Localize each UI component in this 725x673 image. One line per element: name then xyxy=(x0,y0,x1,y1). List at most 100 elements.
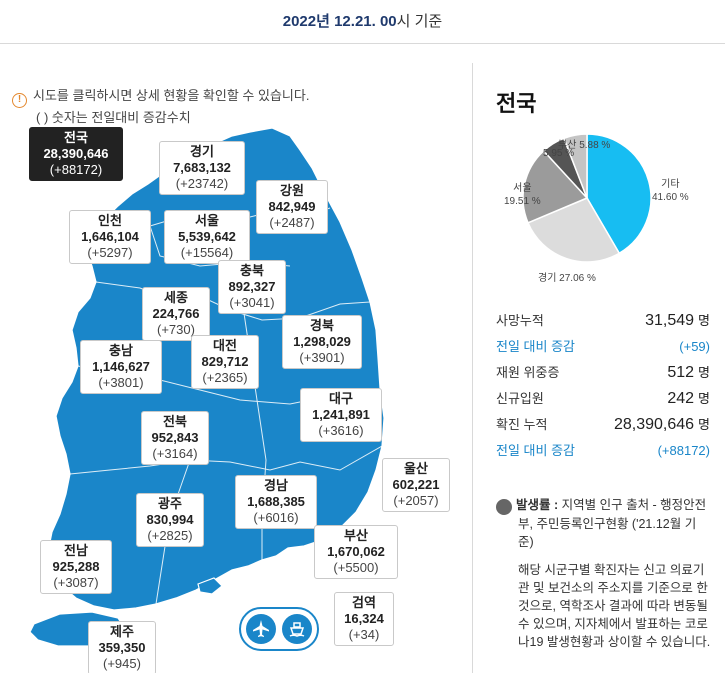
region-jeonbuk[interactable]: 전북 952,843 (+3164) xyxy=(141,411,209,465)
region-name: 서울 xyxy=(195,213,219,228)
region-daegu[interactable]: 대구 1,241,891 (+3616) xyxy=(300,388,382,442)
pie-label-gyeonggi: 경기 27.06 % xyxy=(538,273,596,284)
stat-admit: 신규입원 242 명 xyxy=(496,388,710,414)
region-diff: (+6016) xyxy=(253,510,299,525)
region-gangwon[interactable]: 강원 842,949 (+2487) xyxy=(256,180,328,234)
region-count: 1,670,062 xyxy=(327,544,385,559)
pie-label-other-pct: 41.60 % xyxy=(652,192,689,203)
region-name: 전남 xyxy=(64,543,88,558)
stat-label: 전일 대비 증감 xyxy=(496,339,575,354)
region-name: 경남 xyxy=(264,478,288,493)
region-chungnam[interactable]: 충남 1,146,627 (+3801) xyxy=(80,340,162,394)
region-quarantine[interactable]: 검역 16,324 (+34) xyxy=(334,592,394,646)
date-suffix: 시 기준 xyxy=(396,13,443,30)
region-diff: (+2365) xyxy=(202,370,248,385)
page-header: 2022년 12.21. 00시 기준 xyxy=(0,0,725,44)
region-name: 경기 xyxy=(190,144,214,159)
stat-unit: 명 xyxy=(698,313,710,328)
region-jeonnam[interactable]: 전남 925,288 (+3087) xyxy=(40,540,112,594)
pie-label-seoul-name: 서울 xyxy=(513,183,532,194)
info-text: 시도를 클릭하시면 상세 현황을 확인할 수 있습니다. xyxy=(33,88,310,103)
region-diff: (+730) xyxy=(157,322,195,337)
region-gwangju[interactable]: 광주 830,994 (+2825) xyxy=(136,493,204,547)
pie-slice-0 xyxy=(586,133,652,255)
region-incheon[interactable]: 인천 1,646,104 (+5297) xyxy=(69,210,151,264)
note-disclaimer: 해당 시군구별 확진자는 신고 의료기관 및 보건소의 주소지를 기준으로 한 … xyxy=(518,563,711,649)
region-name: 제주 xyxy=(110,624,134,639)
pie-label-busan-pct: 5.88 % xyxy=(579,140,611,151)
region-name: 세종 xyxy=(164,290,188,305)
region-diff: (+3164) xyxy=(152,446,198,461)
region-name: 충북 xyxy=(240,263,264,278)
region-diff: (+3801) xyxy=(98,375,144,390)
region-count: 1,298,029 xyxy=(293,334,351,349)
region-name: 울산 xyxy=(404,461,428,476)
stat-value: 242 명 xyxy=(667,388,710,408)
region-diff: (+3901) xyxy=(299,350,345,365)
note-source: 1 발생률 : 지역별 인구 출처 - 행정안전부, 주민등록인구현황 ('21.… xyxy=(490,496,711,551)
stat-number: 512 xyxy=(667,364,695,381)
stat-value: (+59) xyxy=(679,339,710,354)
region-name: 강원 xyxy=(280,183,304,198)
region-name: 대전 xyxy=(213,338,237,353)
region-diff: (+3087) xyxy=(53,575,99,590)
region-count: 830,994 xyxy=(146,512,194,527)
region-gyeongbuk[interactable]: 경북 1,298,029 (+3901) xyxy=(282,315,362,369)
region-nationwide[interactable]: 전국 28,390,646 (+88172) xyxy=(29,127,123,181)
info-subline: ( ) 숫자는 전일대비 증감수치 xyxy=(36,110,191,125)
region-name: 검역 xyxy=(352,595,376,610)
region-count: 7,683,132 xyxy=(173,160,231,175)
region-gyeongnam[interactable]: 경남 1,688,385 (+6016) xyxy=(235,475,317,529)
region-gyeonggi[interactable]: 경기 7,683,132 (+23742) xyxy=(159,141,245,195)
pie-label-other: 기타 41.60 % xyxy=(652,178,689,204)
region-diff: (+945) xyxy=(103,656,141,671)
region-count: 5,539,642 xyxy=(178,229,236,244)
stat-label: 재원 위중증 xyxy=(496,365,560,380)
stat-severe: 재원 위중증 512 명 xyxy=(496,362,710,388)
region-busan[interactable]: 부산 1,670,062 (+5500) xyxy=(314,525,398,579)
pie-label-seoul-pct: 19.51 % xyxy=(504,196,541,207)
info-icon: ! xyxy=(12,93,27,108)
region-count: 359,350 xyxy=(98,640,146,655)
region-ulsan[interactable]: 울산 602,221 (+2057) xyxy=(382,458,450,512)
region-name: 전국 xyxy=(64,130,88,145)
panel-divider xyxy=(472,63,473,673)
region-count: 602,221 xyxy=(392,477,440,492)
stat-number: 242 xyxy=(667,390,695,407)
region-name: 인천 xyxy=(98,213,122,228)
region-chungbuk[interactable]: 충북 892,327 (+3041) xyxy=(218,260,286,314)
region-name: 대구 xyxy=(329,391,353,406)
stat-value: 512 명 xyxy=(667,362,710,382)
region-name: 전북 xyxy=(163,414,187,429)
region-count: 925,288 xyxy=(52,559,100,574)
region-diff: (+23742) xyxy=(175,176,229,191)
region-sejong[interactable]: 세종 224,766 (+730) xyxy=(142,287,210,341)
region-name: 충남 xyxy=(109,343,133,358)
region-diff: (+15564) xyxy=(180,245,234,260)
region-diff: (+3616) xyxy=(318,423,364,438)
region-jeju[interactable]: 제주 359,350 (+945) xyxy=(88,621,156,673)
region-count: 16,324 xyxy=(344,611,384,626)
region-daejeon[interactable]: 대전 829,712 (+2365) xyxy=(191,335,259,389)
info-line: ! 시도를 클릭하시면 상세 현황을 확인할 수 있습니다. xyxy=(12,85,309,108)
region-count: 1,646,104 xyxy=(81,229,139,244)
region-diff: (+2825) xyxy=(147,528,193,543)
ship-icon[interactable] xyxy=(282,614,312,644)
region-count: 1,688,385 xyxy=(247,494,305,509)
region-count: 842,949 xyxy=(268,199,316,214)
region-name: 경북 xyxy=(310,318,334,333)
date-title: 2022년 12.21. 00시 기준 xyxy=(0,10,725,31)
airplane-icon[interactable] xyxy=(246,614,276,644)
stat-label: 확진 누적 xyxy=(496,417,548,432)
stat-deaths: 사망누적 31,549 명 xyxy=(496,310,710,336)
region-count: 952,843 xyxy=(151,430,199,445)
pie-slice-2 xyxy=(522,149,589,224)
region-seoul[interactable]: 서울 5,539,642 (+15564) xyxy=(164,210,250,264)
stat-unit: 명 xyxy=(698,391,710,406)
pie-label-busan-name: 부산 xyxy=(558,140,577,151)
stat-unit: 명 xyxy=(698,417,710,432)
stat-unit: 명 xyxy=(698,365,710,380)
region-count: 1,241,891 xyxy=(312,407,370,422)
region-count: 1,146,627 xyxy=(92,359,150,374)
stat-value: 28,390,646 명 xyxy=(614,414,710,434)
